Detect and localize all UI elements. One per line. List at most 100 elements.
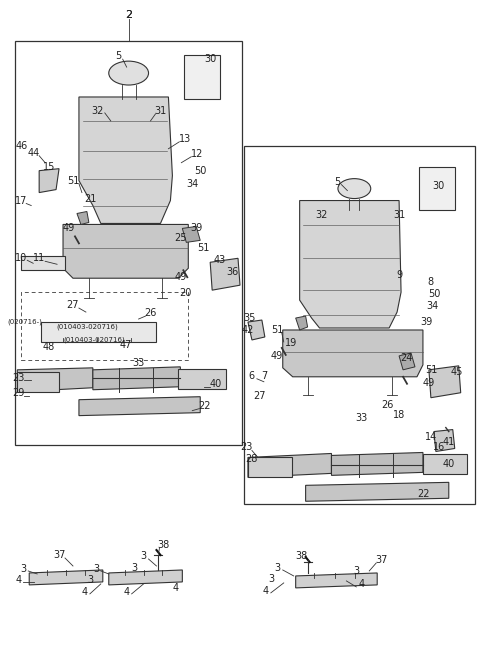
Text: 3: 3 (88, 575, 94, 585)
Text: 3: 3 (275, 563, 281, 573)
Text: 15: 15 (43, 161, 55, 172)
Text: 8: 8 (428, 277, 434, 287)
Text: 19: 19 (285, 338, 297, 348)
Text: 4: 4 (263, 586, 269, 596)
Text: 36: 36 (226, 267, 238, 277)
Text: 41: 41 (443, 436, 455, 447)
Text: 2: 2 (125, 10, 132, 20)
Text: 27: 27 (253, 391, 266, 401)
Text: 6: 6 (249, 371, 255, 380)
Text: 3: 3 (269, 574, 275, 584)
Text: 31: 31 (155, 106, 167, 116)
Text: 3: 3 (94, 564, 100, 574)
Text: 29: 29 (12, 388, 24, 398)
Text: 49: 49 (423, 378, 435, 388)
Text: 38: 38 (296, 551, 308, 561)
Text: 30: 30 (432, 180, 445, 191)
Text: 22: 22 (198, 401, 210, 411)
Bar (21, 292, 188, 360)
Text: 40: 40 (210, 379, 222, 389)
Text: 26: 26 (381, 400, 393, 410)
Text: 21: 21 (84, 194, 97, 203)
Text: 18: 18 (393, 409, 405, 420)
Text: 49: 49 (174, 272, 186, 282)
Text: 51: 51 (197, 243, 209, 253)
Text: 2: 2 (125, 10, 132, 20)
Text: 13: 13 (179, 134, 192, 144)
Polygon shape (399, 353, 415, 370)
Bar (248, 457, 292, 478)
Text: 20: 20 (179, 288, 192, 298)
Text: 33: 33 (132, 358, 144, 368)
Bar (423, 455, 467, 474)
Text: 32: 32 (315, 211, 328, 220)
Text: 34: 34 (186, 178, 198, 189)
Text: 12: 12 (191, 149, 204, 159)
Text: 4: 4 (15, 575, 21, 585)
Polygon shape (248, 320, 265, 340)
Text: 3: 3 (132, 563, 138, 573)
Text: 25: 25 (174, 234, 187, 243)
Polygon shape (79, 397, 200, 416)
Bar (244, 146, 475, 504)
Text: 5: 5 (116, 51, 122, 61)
Polygon shape (306, 482, 449, 501)
Polygon shape (283, 330, 423, 377)
Bar (184, 55, 220, 99)
Polygon shape (434, 430, 455, 451)
Text: 44: 44 (27, 148, 39, 157)
Bar (17, 372, 59, 392)
Bar (21, 256, 65, 270)
Text: 4: 4 (172, 583, 179, 593)
Polygon shape (109, 570, 182, 585)
Polygon shape (93, 367, 180, 390)
Text: 17: 17 (15, 195, 27, 205)
Text: 14: 14 (425, 432, 437, 441)
Text: 4: 4 (82, 587, 88, 597)
Text: 33: 33 (355, 413, 367, 422)
Polygon shape (79, 97, 172, 224)
Text: (010403-020716): (010403-020716) (56, 324, 118, 330)
Text: 43: 43 (214, 255, 226, 265)
Text: 37: 37 (53, 550, 65, 560)
Text: 4: 4 (123, 587, 130, 597)
Bar (179, 369, 226, 389)
Text: 49: 49 (63, 224, 75, 234)
Text: 23: 23 (240, 443, 252, 453)
Text: 30: 30 (204, 54, 216, 64)
Bar (41, 322, 156, 342)
Text: 31: 31 (393, 211, 405, 220)
Text: 3: 3 (141, 551, 146, 561)
Ellipse shape (109, 61, 148, 85)
Text: 3: 3 (353, 566, 360, 576)
Text: 27: 27 (67, 300, 79, 310)
Text: 50: 50 (194, 166, 206, 176)
Text: 38: 38 (157, 540, 169, 550)
Text: 46: 46 (15, 141, 27, 151)
Polygon shape (77, 211, 89, 224)
Ellipse shape (338, 178, 371, 199)
Text: 40: 40 (443, 459, 455, 470)
Text: 26: 26 (144, 308, 156, 318)
Text: 35: 35 (244, 313, 256, 323)
Text: 47: 47 (120, 340, 132, 350)
Polygon shape (182, 226, 200, 242)
Text: 28: 28 (246, 455, 258, 464)
Text: 9: 9 (396, 270, 402, 280)
Polygon shape (429, 366, 461, 398)
Text: 24: 24 (400, 353, 412, 363)
Polygon shape (29, 570, 103, 585)
Polygon shape (332, 453, 423, 476)
Polygon shape (17, 368, 93, 392)
Text: 10: 10 (15, 253, 27, 263)
Bar (15, 41, 242, 445)
Text: 48: 48 (43, 342, 55, 352)
Text: 23: 23 (12, 373, 24, 383)
Text: 51: 51 (272, 325, 284, 335)
Text: 3: 3 (20, 564, 26, 574)
Polygon shape (296, 316, 308, 330)
Text: 39: 39 (190, 224, 203, 234)
Polygon shape (210, 258, 240, 290)
Text: 32: 32 (92, 106, 104, 116)
Text: 7: 7 (261, 371, 267, 380)
